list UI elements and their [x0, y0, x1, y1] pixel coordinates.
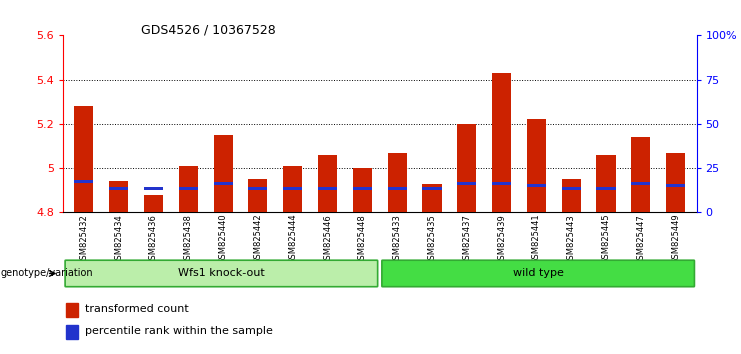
Bar	[109, 181, 128, 212]
Bar	[179, 166, 198, 212]
Bar	[74, 106, 93, 212]
Bar	[422, 184, 442, 212]
FancyBboxPatch shape	[382, 260, 694, 287]
Bar	[422, 187, 442, 189]
Text: GDS4526 / 10367528: GDS4526 / 10367528	[141, 23, 276, 36]
Bar	[353, 187, 372, 189]
Bar	[631, 137, 651, 212]
Text: genotype/variation: genotype/variation	[1, 268, 93, 279]
Bar	[562, 179, 581, 212]
Bar	[66, 325, 78, 339]
Bar	[213, 182, 233, 185]
Bar	[144, 187, 163, 189]
Text: transformed count: transformed count	[85, 304, 189, 314]
Bar	[353, 168, 372, 212]
Bar	[318, 187, 337, 189]
Bar	[144, 195, 163, 212]
Bar	[318, 155, 337, 212]
Bar	[66, 303, 78, 317]
Bar	[666, 153, 685, 212]
Bar	[492, 182, 511, 185]
Bar	[492, 73, 511, 212]
Bar	[457, 182, 476, 185]
Bar	[388, 187, 407, 189]
Bar	[562, 187, 581, 189]
Bar	[213, 135, 233, 212]
Bar	[109, 187, 128, 189]
Bar	[283, 187, 302, 189]
Bar	[248, 187, 268, 189]
Bar	[248, 179, 268, 212]
Bar	[179, 187, 198, 189]
Text: wild type: wild type	[513, 268, 564, 279]
Bar	[283, 166, 302, 212]
FancyBboxPatch shape	[65, 260, 378, 287]
Bar	[388, 153, 407, 212]
Bar	[631, 182, 651, 185]
Bar	[457, 124, 476, 212]
Text: Wfs1 knock-out: Wfs1 knock-out	[178, 268, 265, 279]
Bar	[597, 155, 616, 212]
Bar	[527, 119, 546, 212]
Bar	[527, 184, 546, 187]
Bar	[666, 184, 685, 187]
Bar	[597, 187, 616, 189]
Text: percentile rank within the sample: percentile rank within the sample	[85, 326, 273, 336]
Bar	[74, 180, 93, 183]
